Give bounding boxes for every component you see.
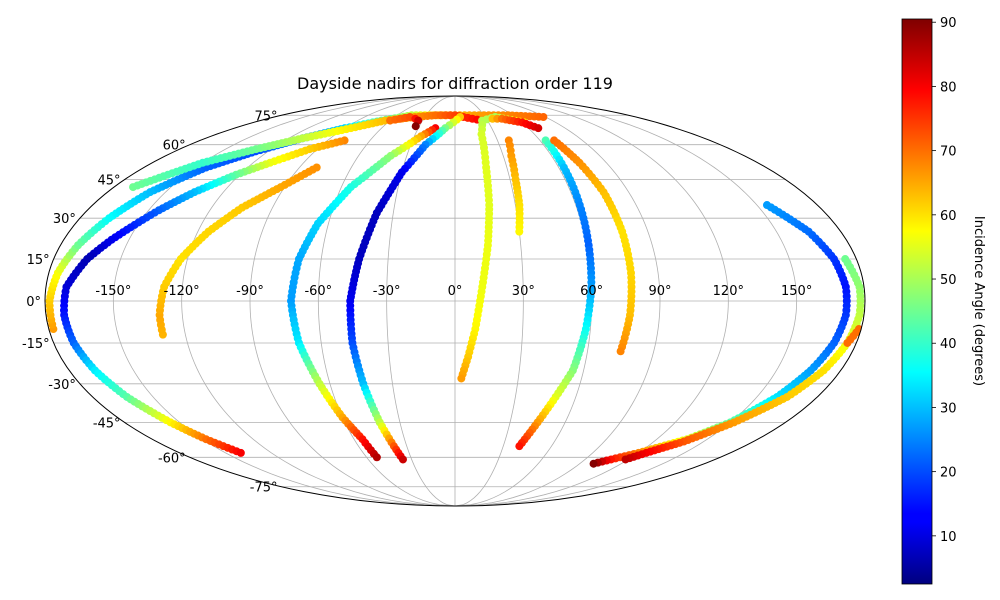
scatter-point bbox=[372, 453, 381, 462]
latitude-tick-label: -45° bbox=[93, 416, 121, 431]
colorbar-tick-label: 40 bbox=[940, 337, 957, 352]
latitude-tick-label: -15° bbox=[22, 337, 50, 352]
longitude-tick-label: 120° bbox=[713, 284, 744, 299]
longitude-tick-label: 30° bbox=[512, 284, 535, 299]
scatter-point bbox=[621, 455, 630, 464]
longitude-tick-label: 60° bbox=[580, 284, 603, 299]
latitude-tick-label: -75° bbox=[250, 481, 278, 496]
colorbar-tick-label: 80 bbox=[940, 80, 957, 95]
latitude-tick-label: 30° bbox=[53, 212, 76, 227]
longitude-tick-label: -90° bbox=[236, 284, 264, 299]
longitude-tick-label: 90° bbox=[648, 284, 671, 299]
scatter-point bbox=[312, 163, 321, 172]
colorbar-tick-label: 50 bbox=[940, 273, 957, 288]
scatter-point bbox=[411, 122, 420, 131]
latitude-tick-label: 75° bbox=[254, 109, 277, 124]
colorbar-tick-label: 70 bbox=[940, 145, 957, 160]
longitude-tick-labels: -150° -120° -90° -60° -30° 0° 30° 60° 90° 120° 150… bbox=[95, 284, 812, 299]
scatter-point bbox=[616, 347, 625, 356]
latitude-tick-label: 45° bbox=[98, 174, 121, 189]
map-boundary bbox=[44, 95, 866, 507]
latitude-tick-labels: -75° -60° -45° -30° -15° 0° 15° 30° 45° 60° 75° bbox=[22, 109, 278, 495]
colorbar-tick-label: 90 bbox=[940, 16, 957, 31]
scatter-point bbox=[515, 442, 524, 451]
latitude-tick-label: -60° bbox=[158, 451, 186, 466]
latitude-tick-label: 60° bbox=[163, 139, 186, 154]
chart-title: Dayside nadirs for diffraction order 119 bbox=[297, 74, 613, 93]
colorbar-tick-label: 30 bbox=[940, 401, 957, 416]
longitude-tick-label: -30° bbox=[373, 284, 401, 299]
scatter-point bbox=[515, 227, 524, 236]
scatter-point bbox=[843, 338, 852, 347]
colorbar: 10 20 30 40 50 60 70 80 90 Incidence Angle (degr… bbox=[901, 16, 986, 585]
longitude-tick-label: -120° bbox=[164, 284, 200, 299]
scatter-point bbox=[236, 448, 245, 457]
longitude-tick-label: -150° bbox=[95, 284, 131, 299]
graticule bbox=[45, 96, 865, 506]
latitude-tick-label: -30° bbox=[48, 378, 76, 393]
colorbar-ticks: 10 20 30 40 50 60 70 80 90 bbox=[932, 16, 957, 545]
colorbar-tick-label: 10 bbox=[940, 530, 957, 545]
scatter-point bbox=[589, 459, 598, 468]
colorbar-tick-label: 20 bbox=[940, 466, 957, 481]
latitude-tick-label: 15° bbox=[27, 253, 50, 268]
colorbar-label: Incidence Angle (degrees) bbox=[971, 216, 986, 386]
longitude-tick-label: 0° bbox=[448, 284, 463, 299]
scatter-point bbox=[539, 113, 548, 121]
colorbar-tick-label: 60 bbox=[940, 209, 957, 224]
scatter-point bbox=[457, 374, 466, 383]
scatter-points bbox=[45, 111, 865, 468]
longitude-tick-label: 150° bbox=[781, 284, 812, 299]
scatter-point bbox=[398, 455, 407, 464]
latitude-tick-label: 0° bbox=[26, 295, 41, 310]
longitude-tick-label: -60° bbox=[304, 284, 332, 299]
colorbar-gradient bbox=[901, 18, 933, 585]
scatter-point bbox=[534, 124, 543, 133]
